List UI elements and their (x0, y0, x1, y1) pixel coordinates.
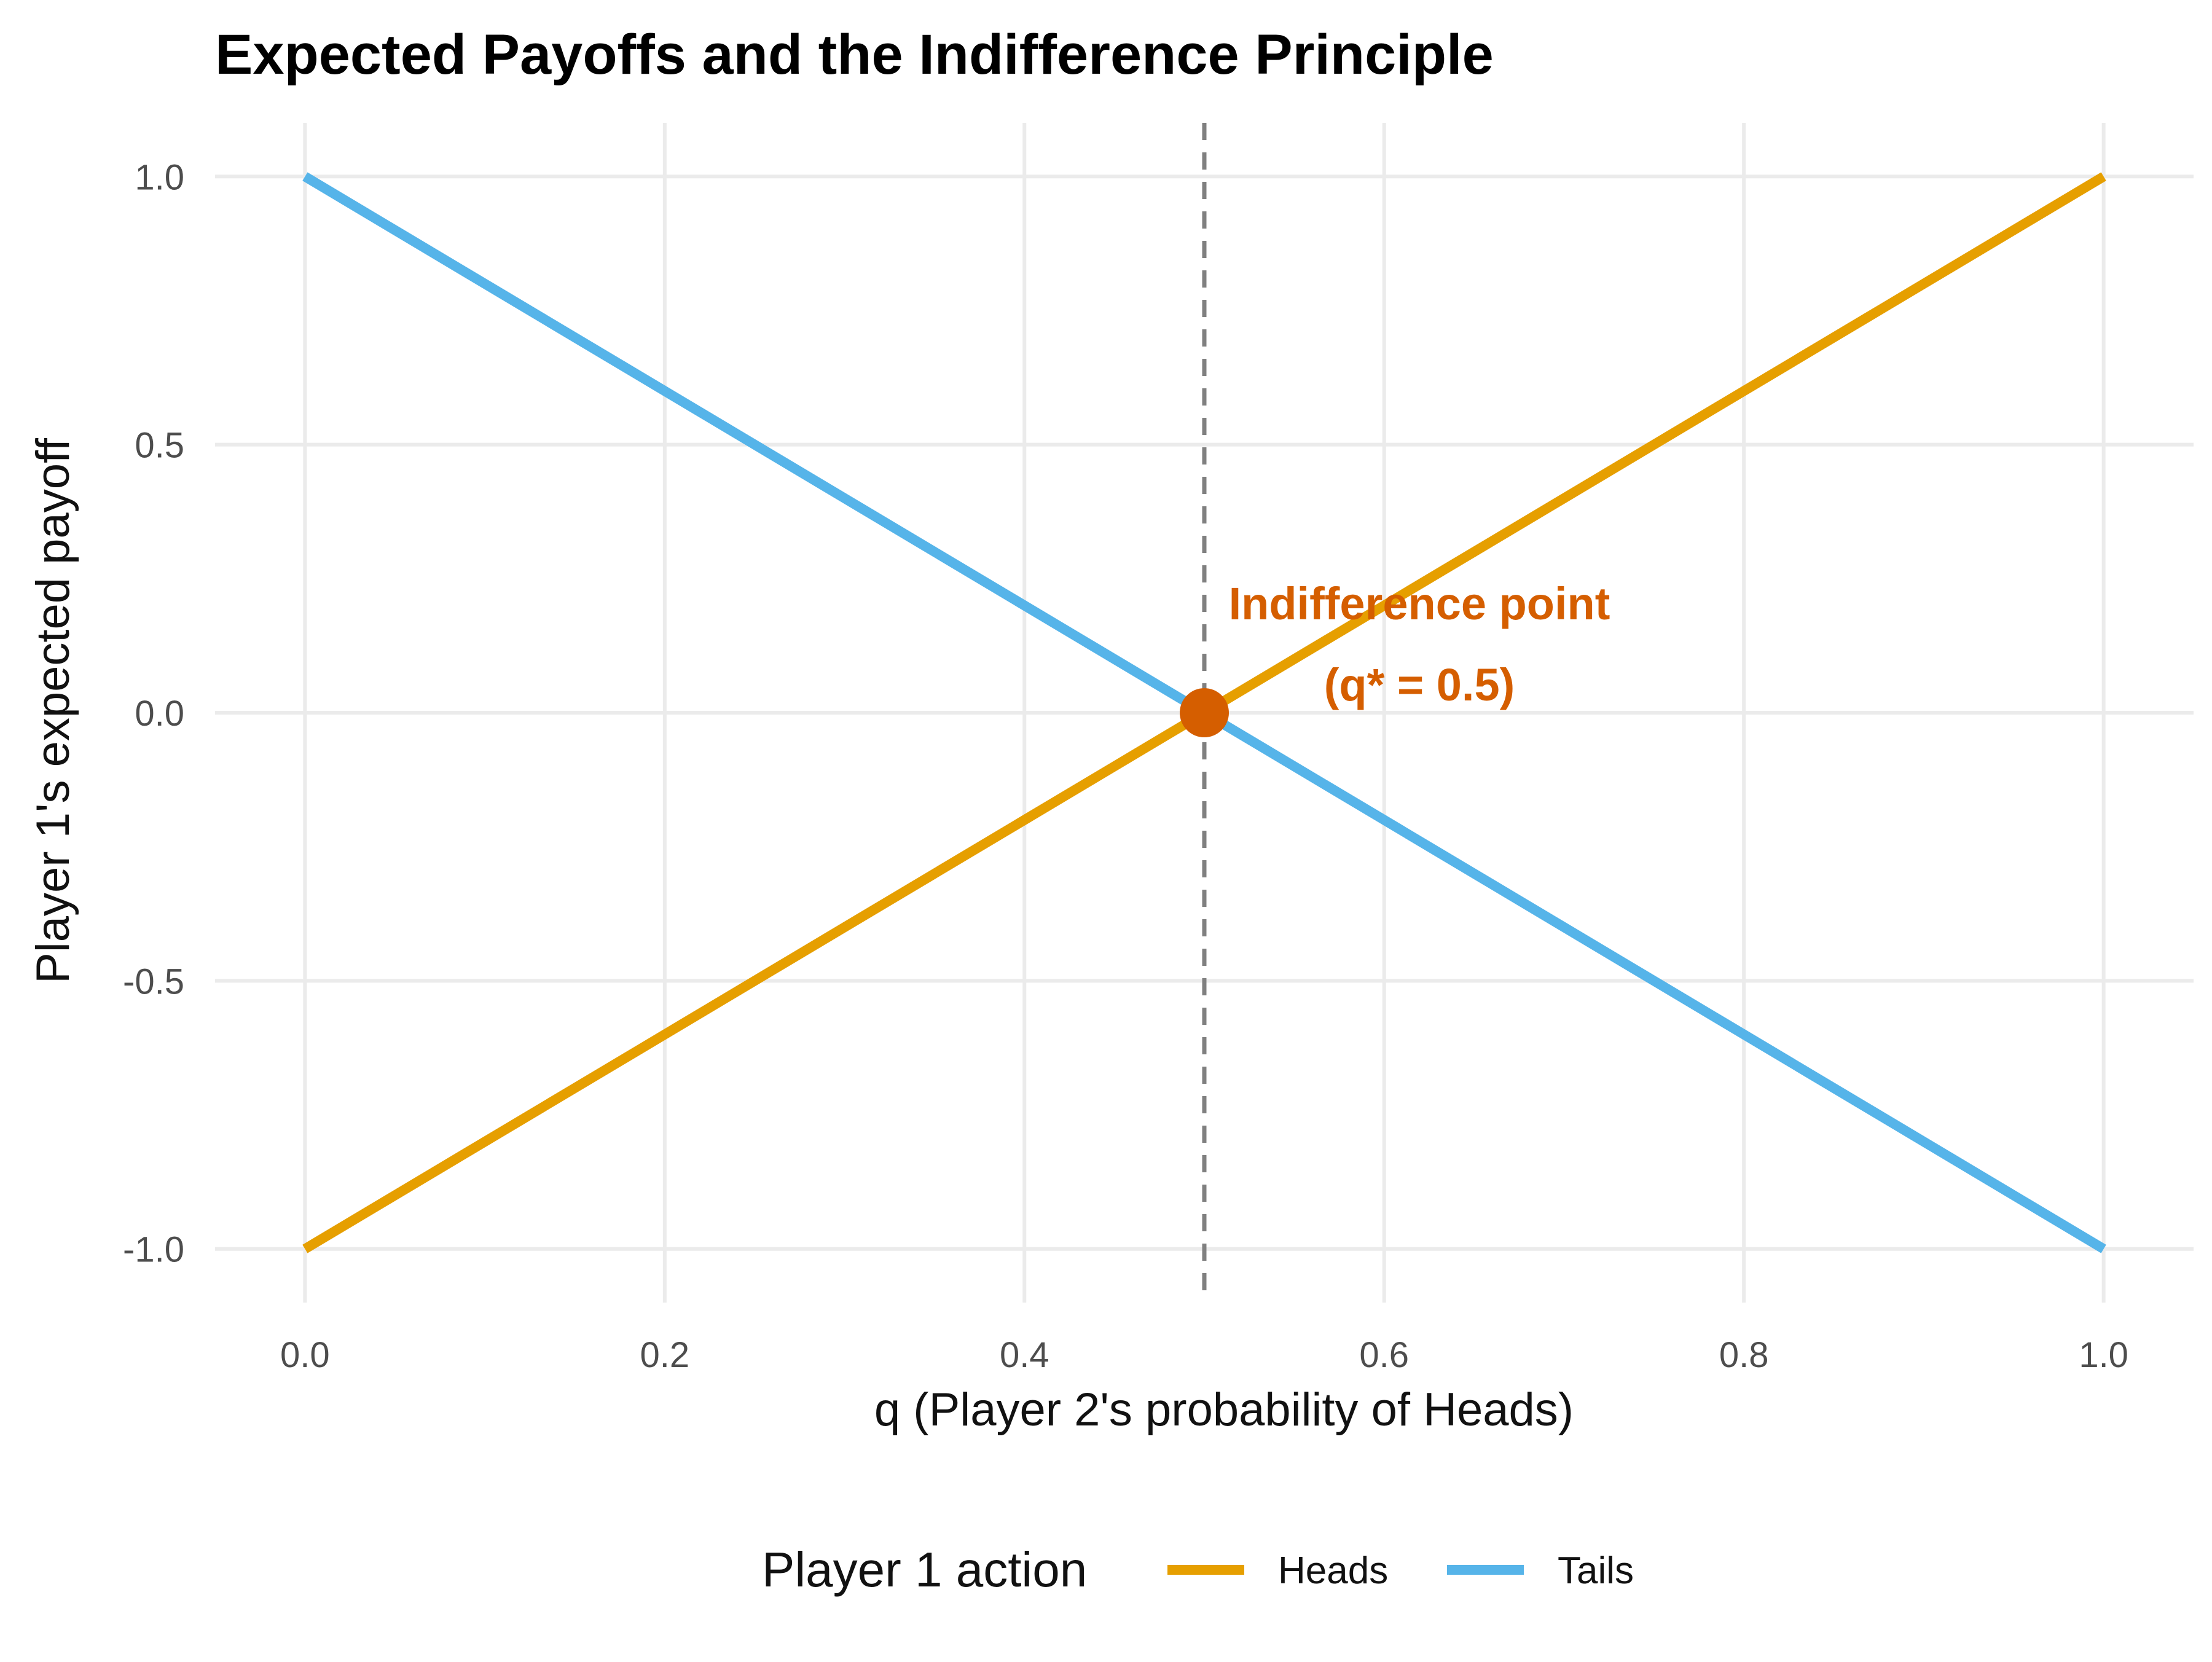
legend: Player 1 action Heads Tails (762, 1542, 1634, 1597)
x-tick-label: 0.2 (640, 1335, 689, 1375)
chart-title: Expected Payoffs and the Indifference Pr… (215, 23, 1494, 86)
grid (215, 123, 2194, 1303)
legend-entries: Heads Tails (1167, 1550, 1634, 1592)
annotation-line-1: Indifference point (1229, 578, 1610, 629)
x-tick-label: 0.0 (280, 1335, 330, 1375)
y-axis-ticks: -1.0 -0.5 0.0 0.5 1.0 (123, 157, 184, 1269)
y-tick-label: -1.0 (123, 1230, 184, 1270)
y-axis-title: Player 1's expected payoff (27, 437, 79, 984)
y-tick-label: -0.5 (123, 962, 184, 1002)
x-tick-label: 0.4 (1000, 1335, 1049, 1375)
point-layer (1180, 688, 1229, 737)
x-tick-label: 1.0 (2079, 1335, 2128, 1375)
annotation-layer: Indifference point (q* = 0.5) (1229, 578, 1610, 710)
y-tick-label: 1.0 (135, 157, 184, 197)
y-tick-label: 0.0 (135, 694, 184, 734)
legend-title: Player 1 action (762, 1542, 1087, 1597)
annotation-line-2: (q* = 0.5) (1324, 659, 1515, 710)
x-axis-ticks: 0.0 0.2 0.4 0.6 0.8 1.0 (280, 1335, 2128, 1375)
legend-label-heads: Heads (1278, 1550, 1388, 1592)
indifference-point (1180, 688, 1229, 737)
legend-label-tails: Tails (1558, 1550, 1634, 1592)
y-tick-label: 0.5 (135, 426, 184, 466)
x-tick-label: 0.6 (1359, 1335, 1409, 1375)
x-tick-label: 0.8 (1719, 1335, 1769, 1375)
x-axis-title: q (Player 2's probability of Heads) (874, 1384, 1574, 1436)
